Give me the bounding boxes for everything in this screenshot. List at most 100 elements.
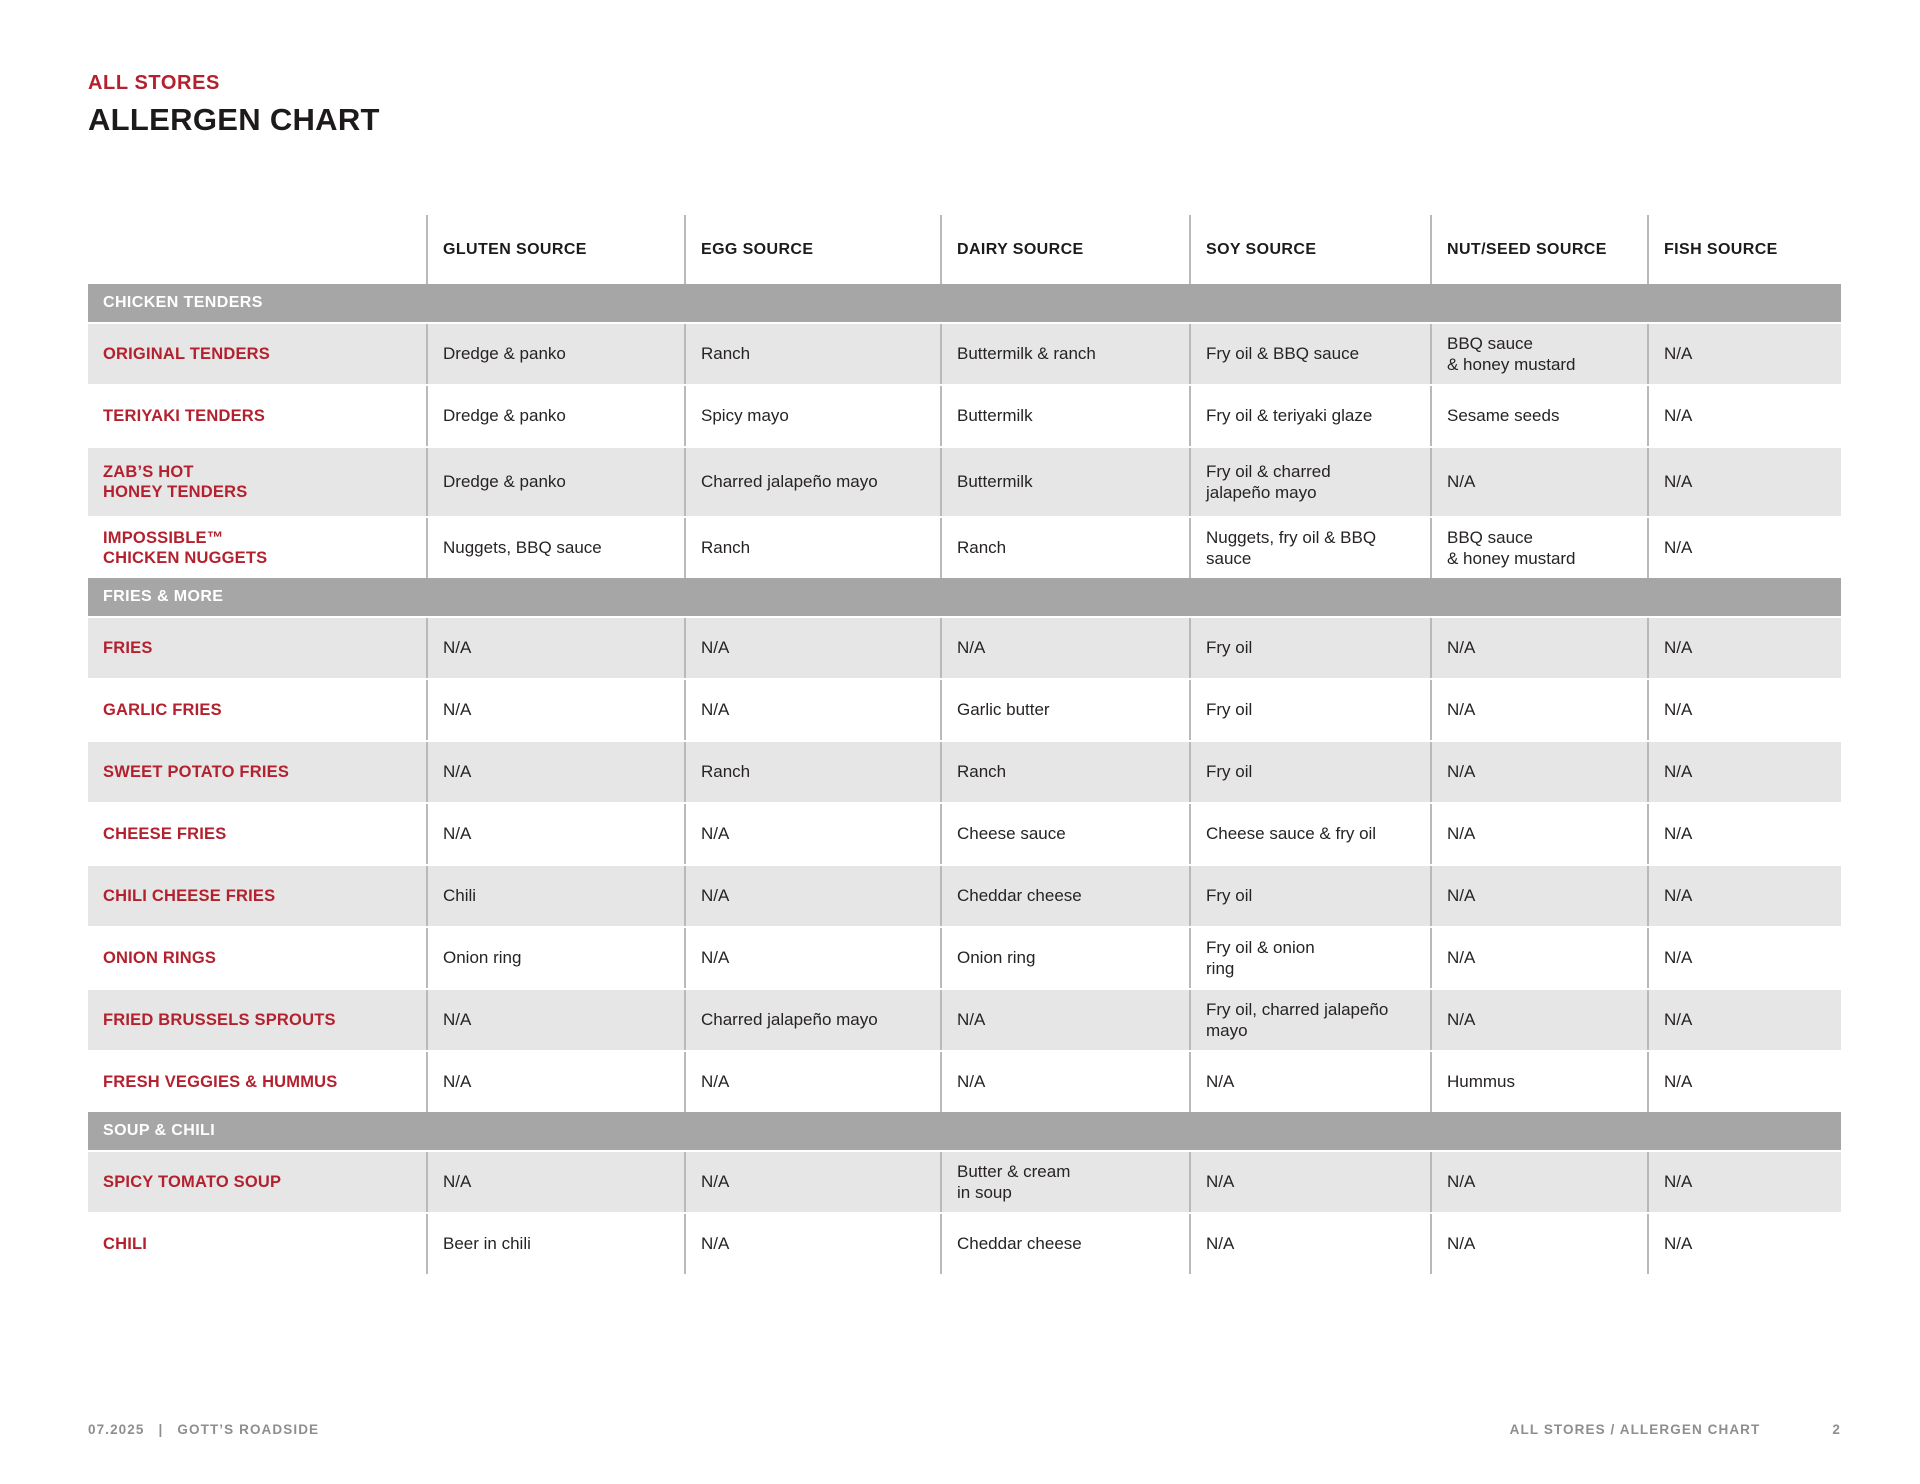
- table-header-row: GLUTEN SOURCE EGG SOURCE DAIRY SOURCE SO…: [88, 215, 1841, 284]
- gluten-cell: Onion ring: [426, 928, 684, 988]
- egg-cell: N/A: [684, 804, 940, 864]
- header-cell-egg: EGG SOURCE: [684, 215, 940, 284]
- fish-cell: N/A: [1647, 386, 1841, 446]
- nutseed-cell: N/A: [1430, 618, 1647, 678]
- table-row-chili-cheese-fries: CHILI CHEESE FRIES Chili N/A Cheddar che…: [88, 864, 1841, 926]
- fish-cell: N/A: [1647, 518, 1841, 578]
- gluten-cell: Dredge & panko: [426, 386, 684, 446]
- soy-cell: Fry oil: [1189, 742, 1430, 802]
- dairy-cell: Ranch: [940, 742, 1189, 802]
- footer-doc-title: ALL STORES / ALLERGEN CHART: [1509, 1422, 1761, 1437]
- nutseed-cell: N/A: [1430, 804, 1647, 864]
- egg-cell: N/A: [684, 928, 940, 988]
- table-row-garlic-fries: GARLIC FRIES N/A N/A Garlic butter Fry o…: [88, 678, 1841, 740]
- menu-item-label: FRIED BRUSSELS SPROUTS: [103, 1010, 336, 1029]
- section-label: CHICKEN TENDERS: [103, 294, 263, 311]
- nutseed-cell: BBQ sauce & honey mustard: [1430, 518, 1647, 578]
- nutseed-cell: Sesame seeds: [1430, 386, 1647, 446]
- dairy-cell: Buttermilk: [940, 448, 1189, 516]
- menu-item-label: ZAB’S HOT HONEY TENDERS: [103, 462, 248, 501]
- soy-cell: Fry oil & charred jalapeño mayo: [1189, 448, 1430, 516]
- soy-cell: Fry oil: [1189, 680, 1430, 740]
- menu-item-label: IMPOSSIBLE™ CHICKEN NUGGETS: [103, 528, 268, 567]
- soy-cell: Fry oil & teriyaki glaze: [1189, 386, 1430, 446]
- document-header: ALL STORES ALLERGEN CHART: [88, 72, 380, 138]
- header-cell-gluten: GLUTEN SOURCE: [426, 215, 684, 284]
- fish-cell: N/A: [1647, 928, 1841, 988]
- gluten-cell: N/A: [426, 804, 684, 864]
- table-row-fresh-veggies-hummus: FRESH VEGGIES & HUMMUS N/A N/A N/A N/A H…: [88, 1050, 1841, 1112]
- soy-cell: Fry oil & BBQ sauce: [1189, 324, 1430, 384]
- soy-cell: N/A: [1189, 1214, 1430, 1274]
- section-header-fries-and-more: FRIES & MORE: [88, 578, 1841, 616]
- menu-item-label: GARLIC FRIES: [103, 700, 222, 719]
- gluten-cell: N/A: [426, 618, 684, 678]
- soy-cell: Fry oil, charred jalapeño mayo: [1189, 990, 1430, 1050]
- table-row-fries: FRIES N/A N/A N/A Fry oil N/A N/A: [88, 616, 1841, 678]
- document-footer: 07.2025 | GOTT’S ROADSIDE ALL STORES / A…: [88, 1422, 1841, 1437]
- fish-cell: N/A: [1647, 990, 1841, 1050]
- table-row-sweet-potato-fries: SWEET POTATO FRIES N/A Ranch Ranch Fry o…: [88, 740, 1841, 802]
- soy-cell: Fry oil: [1189, 618, 1430, 678]
- egg-cell: Charred jalapeño mayo: [684, 448, 940, 516]
- egg-cell: N/A: [684, 1214, 940, 1274]
- table-row-zabs-hot-honey-tenders: ZAB’S HOT HONEY TENDERS Dredge & panko C…: [88, 446, 1841, 516]
- menu-item-label: ONION RINGS: [103, 948, 217, 967]
- header-cell-dairy: DAIRY SOURCE: [940, 215, 1189, 284]
- soy-cell: N/A: [1189, 1052, 1430, 1112]
- section-header-soup-and-chili: SOUP & CHILI: [88, 1112, 1841, 1150]
- menu-item-label: CHILI: [103, 1234, 148, 1253]
- nutseed-cell: Hummus: [1430, 1052, 1647, 1112]
- egg-cell: Ranch: [684, 324, 940, 384]
- footer-page-number: 2: [1832, 1422, 1841, 1437]
- gluten-cell: Chili: [426, 866, 684, 926]
- footer-brand: GOTT’S ROADSIDE: [177, 1422, 320, 1437]
- dairy-cell: Cheese sauce: [940, 804, 1189, 864]
- menu-item-label: SWEET POTATO FRIES: [103, 762, 290, 781]
- egg-cell: N/A: [684, 1152, 940, 1212]
- fish-cell: N/A: [1647, 680, 1841, 740]
- section-label: FRIES & MORE: [103, 588, 224, 605]
- soy-cell: Fry oil: [1189, 866, 1430, 926]
- table-row-cheese-fries: CHEESE FRIES N/A N/A Cheese sauce Cheese…: [88, 802, 1841, 864]
- menu-item-label: CHILI CHEESE FRIES: [103, 886, 276, 905]
- soy-cell: Nuggets, fry oil & BBQ sauce: [1189, 518, 1430, 578]
- egg-cell: Ranch: [684, 518, 940, 578]
- egg-cell: Spicy mayo: [684, 386, 940, 446]
- soy-cell: N/A: [1189, 1152, 1430, 1212]
- footer-date: 07.2025: [88, 1422, 145, 1437]
- egg-cell: N/A: [684, 1052, 940, 1112]
- egg-cell: N/A: [684, 866, 940, 926]
- dairy-cell: N/A: [940, 618, 1189, 678]
- dairy-cell: Butter & cream in soup: [940, 1152, 1189, 1212]
- gluten-cell: N/A: [426, 990, 684, 1050]
- dairy-cell: N/A: [940, 1052, 1189, 1112]
- dairy-cell: Buttermilk & ranch: [940, 324, 1189, 384]
- gluten-cell: N/A: [426, 680, 684, 740]
- soy-cell: Cheese sauce & fry oil: [1189, 804, 1430, 864]
- menu-item-label: FRIES: [103, 638, 153, 657]
- nutseed-cell: N/A: [1430, 990, 1647, 1050]
- egg-cell: Ranch: [684, 742, 940, 802]
- table-row-teriyaki-tenders: TERIYAKI TENDERS Dredge & panko Spicy ma…: [88, 384, 1841, 446]
- footer-right: ALL STORES / ALLERGEN CHART 2: [1510, 1422, 1841, 1437]
- menu-item-label: ORIGINAL TENDERS: [103, 344, 270, 363]
- gluten-cell: Nuggets, BBQ sauce: [426, 518, 684, 578]
- soy-cell: Fry oil & onion ring: [1189, 928, 1430, 988]
- nutseed-cell: N/A: [1430, 742, 1647, 802]
- egg-cell: Charred jalapeño mayo: [684, 990, 940, 1050]
- gluten-cell: Dredge & panko: [426, 324, 684, 384]
- page-title: ALLERGEN CHART: [88, 102, 380, 137]
- table-row-chili: CHILI Beer in chili N/A Cheddar cheese N…: [88, 1212, 1841, 1274]
- fish-cell: N/A: [1647, 448, 1841, 516]
- fish-cell: N/A: [1647, 324, 1841, 384]
- header-cell-empty: [88, 215, 426, 284]
- menu-item-label: CHEESE FRIES: [103, 824, 227, 843]
- header-cell-soy: SOY SOURCE: [1189, 215, 1430, 284]
- fish-cell: N/A: [1647, 804, 1841, 864]
- fish-cell: N/A: [1647, 618, 1841, 678]
- fish-cell: N/A: [1647, 1152, 1841, 1212]
- menu-item-label: FRESH VEGGIES & HUMMUS: [103, 1072, 338, 1091]
- gluten-cell: Dredge & panko: [426, 448, 684, 516]
